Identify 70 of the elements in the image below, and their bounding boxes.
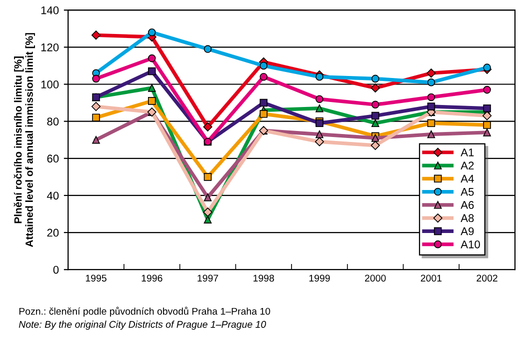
point xyxy=(426,68,436,78)
point xyxy=(427,93,436,102)
point xyxy=(91,30,101,40)
point xyxy=(316,95,324,103)
point xyxy=(148,97,156,105)
x-tick-label: 1999 xyxy=(309,274,330,282)
x-tick-label: 1996 xyxy=(142,274,162,282)
y-tick-label: 80 xyxy=(47,118,59,126)
y-tick-label: 120 xyxy=(41,43,59,52)
legend-label: A2 xyxy=(460,162,474,170)
legend-label: A10 xyxy=(460,240,480,248)
point xyxy=(427,102,436,110)
point xyxy=(204,216,212,224)
point xyxy=(371,112,380,120)
point xyxy=(483,104,491,112)
point xyxy=(371,119,380,128)
point xyxy=(316,130,324,138)
legend-label: A5 xyxy=(460,188,474,196)
point xyxy=(203,208,212,217)
point xyxy=(260,98,268,107)
point xyxy=(316,104,324,112)
legend-label: A8 xyxy=(460,214,474,222)
point xyxy=(148,28,156,36)
point xyxy=(148,54,156,62)
x-tick-label: 1997 xyxy=(198,274,218,282)
point xyxy=(482,111,492,120)
point xyxy=(483,128,491,136)
y-tick-label: 60 xyxy=(47,154,59,163)
y-axis-title: Plnění ročního imisního limitu [%] Attained level of annual immission limit [%] xyxy=(14,33,35,247)
point xyxy=(483,64,491,72)
point xyxy=(260,72,268,81)
point xyxy=(370,140,380,150)
point xyxy=(371,100,380,109)
legend-label: A6 xyxy=(460,201,474,209)
point xyxy=(260,110,268,118)
point xyxy=(204,45,212,53)
point xyxy=(370,83,380,92)
point xyxy=(316,72,324,81)
point xyxy=(91,102,101,112)
point xyxy=(204,193,212,202)
point xyxy=(92,114,100,122)
point xyxy=(427,130,436,138)
legend-label: A4 xyxy=(460,174,474,183)
x-tick-label: 2001 xyxy=(420,274,442,282)
y-tick-label: 0 xyxy=(53,266,59,274)
point xyxy=(203,122,212,132)
x-tick-label: 1998 xyxy=(254,274,274,282)
x-tick-label: 1995 xyxy=(86,274,106,282)
x-tick-label: 2002 xyxy=(476,274,498,282)
x-tick-label: 2000 xyxy=(365,274,386,282)
point xyxy=(483,121,491,129)
point xyxy=(427,119,436,128)
point xyxy=(148,84,156,92)
text: Pozn.: členění podle původních obvodů Praha 1–Praha 10 xyxy=(19,306,270,317)
point xyxy=(483,86,491,94)
y-tick-label: 20 xyxy=(47,228,59,237)
text: Note: By the original City Districts of Prague 1–Prague 10 xyxy=(18,320,266,330)
point xyxy=(92,136,100,144)
point xyxy=(314,137,324,146)
point xyxy=(427,78,436,86)
point xyxy=(148,67,156,76)
legend-label: A1 xyxy=(460,148,474,156)
point xyxy=(371,74,380,83)
legend-label: A9 xyxy=(460,227,474,236)
y-tick-label: 100 xyxy=(41,80,59,88)
point xyxy=(260,62,268,70)
y-tick-label: 40 xyxy=(46,192,59,200)
point xyxy=(92,74,100,83)
point xyxy=(204,173,212,181)
y-tick-label: 140 xyxy=(41,6,59,14)
